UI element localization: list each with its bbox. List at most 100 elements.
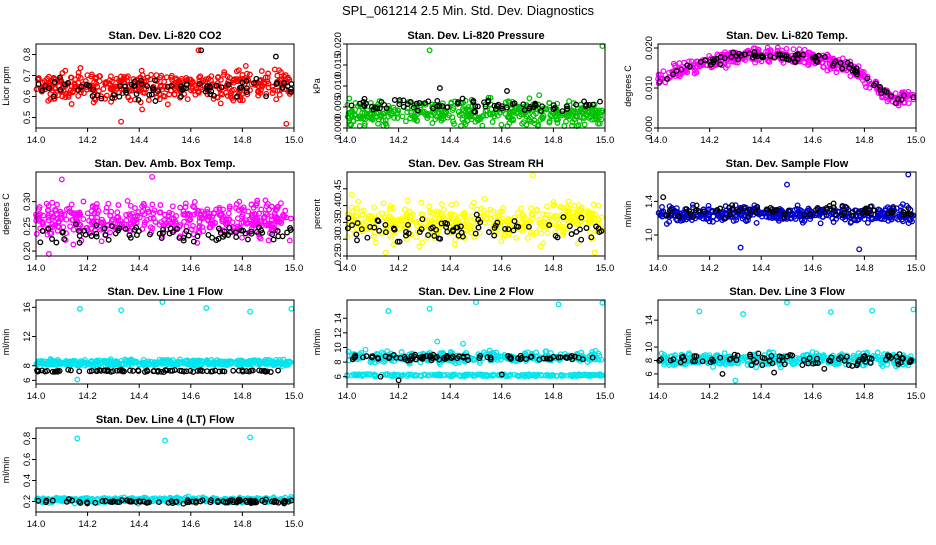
data-point <box>50 237 55 242</box>
data-point <box>848 74 853 79</box>
x-tick-label: 14.8 <box>855 135 874 146</box>
y-axis-label: ml/min <box>623 329 633 356</box>
y-tick-label: 12 <box>22 331 33 342</box>
outlier-point <box>248 309 253 314</box>
x-tick-label: 14.4 <box>752 391 771 402</box>
x-tick-label: 14.4 <box>130 135 149 146</box>
data-point <box>525 236 530 241</box>
y-tick-label: 14 <box>644 315 655 326</box>
data-point <box>893 91 898 96</box>
series-primary <box>34 175 294 257</box>
data-point <box>372 205 377 210</box>
outlier-point <box>284 122 289 127</box>
x-tick-label: 14.6 <box>493 263 512 274</box>
y-axis-label: ml/min <box>312 329 322 356</box>
data-point <box>435 99 440 104</box>
data-point <box>498 232 503 237</box>
data-point <box>414 235 419 240</box>
outlier-point <box>427 307 432 312</box>
data-point <box>86 211 91 216</box>
chart-title: Stan. Dev. Li-820 Temp. <box>726 30 848 42</box>
outlier-point <box>857 247 862 252</box>
chart-title: Stan. Dev. Sample Flow <box>726 158 849 170</box>
data-point <box>289 216 294 221</box>
x-tick-label: 14.0 <box>27 263 46 274</box>
y-tick-label: 0.25 <box>22 217 33 236</box>
x-tick-label: 15.0 <box>285 391 304 402</box>
y-tick-label: 0.30 <box>22 192 33 211</box>
y-tick-label: 0.20 <box>22 242 33 261</box>
y-tick-label: 0.5 <box>22 111 33 124</box>
data-point <box>101 87 106 92</box>
outlier-point <box>396 378 401 383</box>
data-point <box>753 60 758 65</box>
x-tick-label: 15.0 <box>596 391 615 402</box>
y-tick-label: 0.45 <box>333 180 344 199</box>
series-primary <box>657 300 916 383</box>
x-tick-label: 14.8 <box>233 391 252 402</box>
data-point <box>218 101 223 106</box>
series-secondary <box>345 372 605 379</box>
data-point <box>574 230 579 235</box>
chart-title: Stan. Dev. Line 1 Flow <box>107 286 223 298</box>
y-tick-label: 0.8 <box>22 48 33 61</box>
data-point <box>35 232 40 237</box>
outlier-point <box>289 307 294 312</box>
data-point <box>147 98 152 103</box>
x-tick-label: 14.2 <box>700 135 719 146</box>
data-point <box>106 238 111 243</box>
series-overlay <box>35 367 281 374</box>
series-primary <box>34 48 292 126</box>
y-tick-label: 6 <box>644 371 655 376</box>
series-overlay <box>349 86 602 114</box>
outlier-point <box>461 342 466 347</box>
outlier-point <box>78 307 83 312</box>
data-point <box>274 97 279 102</box>
data-point <box>246 237 251 242</box>
data-point <box>71 242 76 247</box>
data-point <box>582 122 587 127</box>
data-point <box>77 369 82 374</box>
x-tick-label: 14.2 <box>78 135 97 146</box>
data-point <box>184 224 189 229</box>
x-tick-label: 14.0 <box>649 263 668 274</box>
y-tick-label: 10 <box>644 342 655 353</box>
data-point <box>81 217 86 222</box>
outlier-point <box>661 195 666 200</box>
x-tick-label: 14.4 <box>130 263 149 274</box>
data-point <box>420 240 425 245</box>
outlier-point <box>383 250 388 255</box>
x-tick-label: 14.2 <box>389 263 408 274</box>
chart-title: Stan. Dev. Line 3 Flow <box>729 286 845 298</box>
x-tick-label: 14.0 <box>27 135 46 146</box>
outlier-point <box>474 300 479 305</box>
y-tick-label: 0.000 <box>644 116 655 140</box>
x-tick-label: 14.2 <box>78 391 97 402</box>
data-point <box>128 368 133 373</box>
y-axis-label: degrees C <box>1 193 11 235</box>
data-point <box>797 47 802 52</box>
x-tick-label: 14.4 <box>441 263 460 274</box>
x-tick-label: 14.4 <box>130 391 149 402</box>
x-tick-label: 14.8 <box>233 263 252 274</box>
outlier-point <box>697 309 702 314</box>
y-tick-label: 0.7 <box>22 69 33 82</box>
y-tick-label: 0.40 <box>333 196 344 215</box>
x-tick-label: 15.0 <box>907 263 926 274</box>
x-tick-label: 15.0 <box>285 263 304 274</box>
x-tick-label: 14.2 <box>78 263 97 274</box>
data-point <box>776 45 781 50</box>
outlier-point <box>741 312 746 317</box>
data-point <box>519 206 524 211</box>
y-tick-label: 10 <box>333 342 344 353</box>
x-tick-label: 14.4 <box>441 135 460 146</box>
data-point <box>514 236 519 241</box>
x-tick-label: 14.2 <box>700 263 719 274</box>
data-point <box>285 230 290 235</box>
outlier-point <box>75 377 80 382</box>
outlier-point <box>427 48 432 53</box>
data-point <box>356 199 361 204</box>
